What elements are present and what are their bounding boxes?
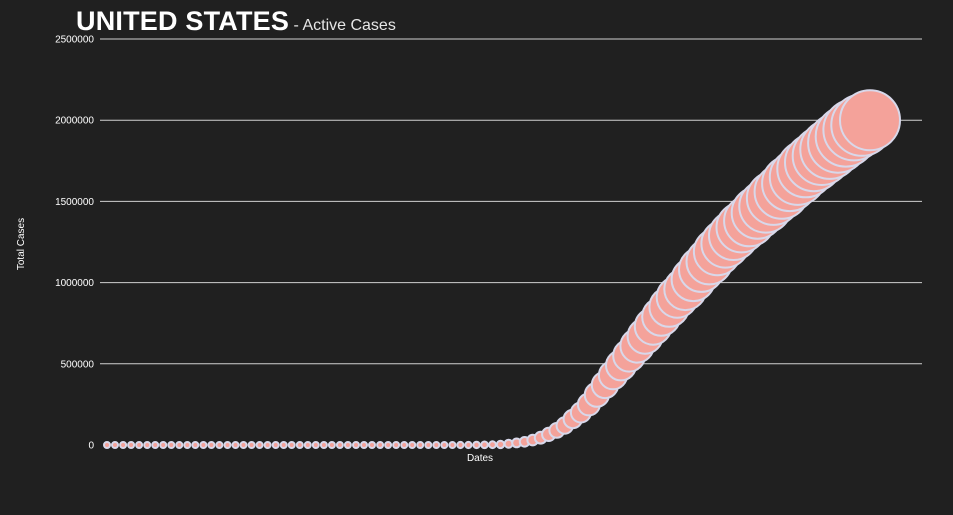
data-point — [319, 441, 328, 449]
data-point — [360, 441, 368, 449]
data-point — [199, 441, 208, 449]
data-point — [247, 441, 256, 449]
y-axis-label: Total Cases — [16, 218, 27, 270]
chart-subtitle: - Active Cases — [289, 17, 396, 34]
data-point — [343, 441, 352, 449]
data-point — [488, 440, 497, 450]
data-point — [392, 441, 401, 449]
data-point — [191, 441, 200, 449]
data-point — [119, 441, 128, 449]
data-point — [432, 441, 441, 449]
data-point — [495, 439, 506, 450]
data-point — [279, 441, 288, 449]
data-point — [303, 441, 312, 449]
data-point — [207, 441, 216, 449]
y-tick-label: 2000000 — [55, 116, 94, 127]
data-point — [103, 441, 111, 449]
data-points — [103, 89, 901, 450]
data-point — [263, 441, 272, 449]
y-tick-label: 1000000 — [55, 278, 94, 289]
data-point — [151, 441, 160, 449]
data-point — [335, 441, 344, 449]
data-point — [480, 440, 489, 450]
data-point — [271, 441, 280, 449]
y-tick-labels: 0 500000 1000000 1500000 2000000 2500000 — [55, 35, 94, 452]
data-point — [311, 441, 320, 449]
data-point — [183, 441, 192, 449]
data-point — [255, 441, 264, 449]
data-point — [159, 441, 168, 449]
data-point — [327, 441, 336, 449]
data-point — [408, 441, 417, 449]
data-point — [287, 441, 296, 449]
data-point — [135, 441, 144, 449]
data-point — [239, 441, 248, 449]
data-point — [143, 441, 152, 449]
data-point — [456, 440, 465, 450]
data-point — [368, 441, 376, 449]
chart-title-block: UNITED STATES - Active Cases — [76, 6, 396, 37]
data-point — [295, 441, 304, 449]
data-point — [416, 441, 425, 449]
data-point — [400, 441, 409, 449]
y-tick-label: 0 — [88, 441, 94, 452]
y-tick-label: 500000 — [61, 359, 95, 370]
data-point — [424, 441, 433, 449]
data-point — [448, 441, 457, 449]
data-point — [223, 441, 232, 449]
data-point — [127, 441, 136, 449]
x-axis-label: Dates — [467, 453, 493, 464]
data-point — [472, 440, 481, 450]
data-point — [111, 441, 119, 449]
data-point — [384, 441, 393, 449]
data-point — [464, 440, 473, 450]
y-tick-label: 1500000 — [55, 197, 94, 208]
data-point — [376, 441, 385, 449]
data-point — [839, 89, 901, 152]
data-point — [215, 441, 224, 449]
data-point — [352, 441, 360, 449]
gridlines — [100, 38, 922, 365]
data-point — [175, 441, 184, 449]
data-point — [167, 441, 176, 449]
data-point — [440, 441, 449, 449]
chart-title: UNITED STATES — [76, 6, 290, 36]
y-tick-label: 2500000 — [55, 35, 94, 46]
data-point — [231, 441, 240, 449]
